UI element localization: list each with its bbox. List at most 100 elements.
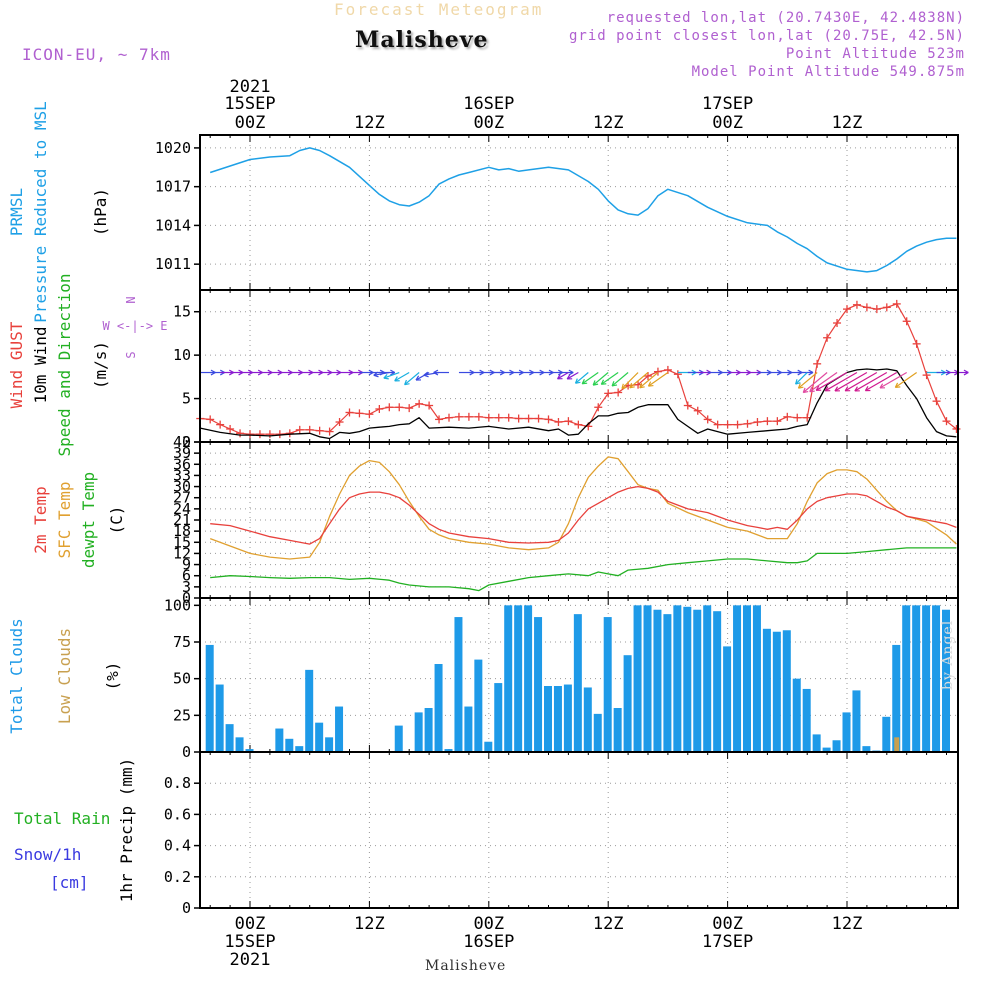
gust-marker bbox=[843, 305, 851, 314]
wind-arrow-head bbox=[797, 383, 801, 389]
wind-arrow-shaft bbox=[648, 372, 669, 387]
wind-arrow-head bbox=[879, 383, 884, 389]
snow-unit-label: [cm] bbox=[50, 873, 89, 892]
y-tick-label: 6 bbox=[182, 567, 191, 585]
total-cloud-bar bbox=[822, 747, 831, 752]
gust-marker bbox=[544, 415, 553, 424]
gust-marker bbox=[693, 406, 702, 415]
y-tick-label: 0.6 bbox=[164, 805, 191, 823]
bottom-axis-label: 2021 bbox=[230, 950, 271, 970]
gust-marker bbox=[872, 305, 881, 314]
total-cloud-bar bbox=[633, 605, 642, 752]
total-cloud-bar bbox=[245, 749, 254, 752]
gust-marker bbox=[454, 412, 463, 421]
total-cloud-bar bbox=[205, 644, 214, 752]
wind-arrow-shaft bbox=[802, 372, 828, 393]
y-tick-label: 1017 bbox=[155, 178, 191, 196]
total-cloud-bar bbox=[474, 659, 483, 752]
wind-arrow-head bbox=[611, 384, 618, 387]
wind-arrow-shaft bbox=[404, 372, 420, 386]
total-cloud-bar bbox=[603, 617, 612, 752]
total-cloud-bar bbox=[852, 690, 861, 752]
wind-arrow-head bbox=[894, 382, 899, 388]
y-tick-label: 10 bbox=[173, 346, 191, 364]
wind-arrow-head bbox=[621, 386, 627, 390]
wind-arrow-head bbox=[581, 379, 585, 385]
wind-direction-arrow bbox=[854, 371, 888, 392]
wind-arrow-head bbox=[824, 386, 829, 392]
gust-marker bbox=[285, 429, 294, 438]
wind-arrow-head bbox=[647, 381, 652, 387]
y-tick-label: 0 bbox=[182, 433, 191, 451]
total-cloud-bar bbox=[623, 655, 632, 752]
wind-arrow-shaft bbox=[895, 372, 917, 388]
wind-direction-arrow bbox=[797, 372, 818, 389]
gust-marker bbox=[574, 420, 583, 429]
gust-marker bbox=[783, 412, 792, 421]
bottom-axis-label: 12Z bbox=[354, 914, 385, 934]
gust-marker bbox=[524, 414, 533, 423]
y-tick-label: 42 bbox=[173, 433, 191, 451]
gust-marker bbox=[932, 397, 941, 406]
gust-marker bbox=[445, 413, 453, 422]
y-tick-label: 75 bbox=[173, 633, 191, 651]
total-cloud-bar bbox=[285, 738, 294, 752]
wind-direction-arrow bbox=[581, 372, 599, 385]
wind-direction-arrow bbox=[809, 372, 838, 393]
low-cloud-bar bbox=[894, 737, 900, 752]
wind-arrow-head bbox=[557, 374, 561, 380]
wind-arrow-head bbox=[795, 382, 801, 385]
y-tick-label: 25 bbox=[173, 706, 191, 724]
wind-direction-arrow bbox=[592, 372, 609, 386]
total-cloud-bar bbox=[832, 740, 841, 752]
wind-arrow-shaft bbox=[600, 372, 619, 385]
pressure-unit: (hPa) bbox=[91, 188, 110, 236]
y-tick-label: 1020 bbox=[155, 139, 191, 157]
total-cloud-bar bbox=[683, 606, 692, 752]
model-point-altitude: Model Point Altitude 549.875m bbox=[691, 64, 965, 80]
wind-direction-arrow bbox=[566, 371, 579, 380]
wind-direction-arrow bbox=[824, 371, 858, 392]
gust-line bbox=[200, 303, 957, 435]
wind-unit: (m/s) bbox=[91, 341, 110, 389]
wind-arrow-head bbox=[798, 386, 804, 389]
wind-arrow-shaft bbox=[834, 371, 868, 392]
gust-marker bbox=[315, 426, 324, 435]
wind-arrow-shaft bbox=[824, 371, 858, 392]
total-cloud-bar bbox=[902, 605, 911, 752]
gust-marker bbox=[295, 425, 304, 434]
total-cloud-bar bbox=[842, 712, 851, 752]
meteogram-title: Forecast Meteogram bbox=[334, 0, 544, 19]
total-cloud-bar bbox=[703, 605, 712, 752]
wind-arrow-head bbox=[815, 385, 820, 391]
wind-arrow-head bbox=[568, 369, 574, 374]
total-cloud-bar bbox=[802, 688, 811, 752]
y-tick-label: 0 bbox=[182, 743, 191, 761]
gust-marker bbox=[554, 418, 563, 427]
y-tick-label: 0.4 bbox=[164, 837, 191, 855]
pressure-line bbox=[209, 147, 957, 273]
wind-direction-arrow bbox=[647, 372, 669, 387]
gust-marker bbox=[365, 410, 374, 419]
wind-arrow-head bbox=[592, 380, 596, 386]
wind-arrow-head bbox=[383, 373, 388, 379]
total-cloud-bar bbox=[653, 609, 662, 752]
dewpoint-label: dewpt Temp bbox=[79, 472, 98, 568]
wind-arrow-head bbox=[834, 386, 839, 392]
y-tick-label: 33 bbox=[173, 466, 191, 484]
wind-arrow-head bbox=[394, 376, 398, 382]
y-tick-label: 1011 bbox=[155, 255, 191, 273]
wind-direction-arrow bbox=[329, 369, 342, 376]
y-tick-label: 15 bbox=[173, 303, 191, 321]
2m-temp-label: 2m Temp bbox=[31, 486, 50, 553]
gust-marker bbox=[484, 413, 493, 422]
gust-marker bbox=[375, 404, 384, 413]
wind-arrow-shaft bbox=[865, 371, 898, 392]
gust-marker bbox=[892, 299, 901, 308]
credit-watermark: by Angel bbox=[940, 619, 956, 690]
total-cloud-bar bbox=[553, 686, 562, 752]
wind-arrow-shaft bbox=[621, 372, 639, 390]
wind-arrow-head bbox=[809, 390, 815, 393]
wind-arrow-head bbox=[423, 371, 429, 376]
total-cloud-bar bbox=[593, 713, 602, 752]
